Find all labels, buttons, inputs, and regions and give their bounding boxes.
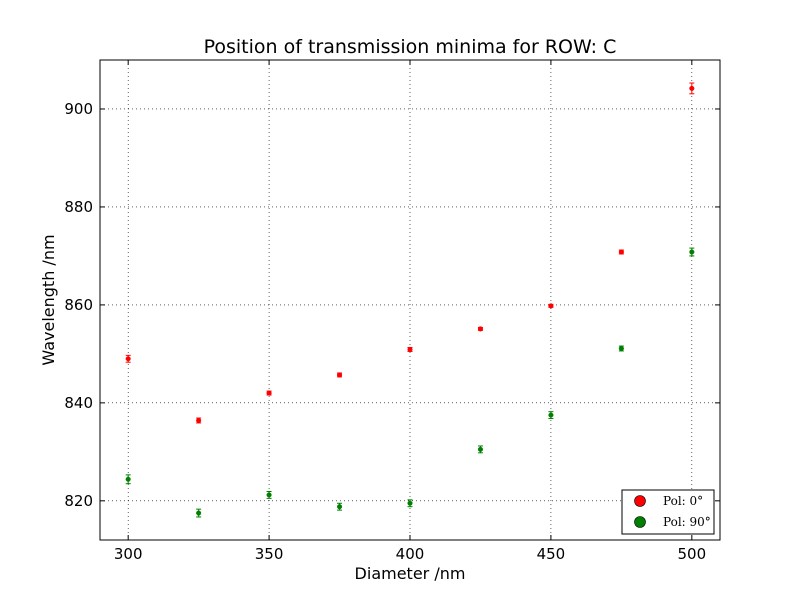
data-point-series-0 [689, 85, 695, 91]
data-point-series-1 [336, 504, 343, 510]
data-point-series-1 [125, 476, 131, 482]
data-point-series-1 [477, 446, 484, 452]
data-point-series-0 [336, 372, 343, 378]
y-tick-label: 840 [64, 394, 93, 412]
data-point-series-1 [407, 500, 413, 506]
x-tick-label: 300 [114, 545, 143, 563]
legend-label-pol-90: Pol: 90° [663, 515, 711, 529]
x-axis-label: Diameter /nm [355, 564, 466, 583]
data-point-series-1 [548, 412, 554, 418]
data-point-series-1 [618, 345, 624, 352]
chart-title: Position of transmission minima for ROW:… [204, 36, 617, 58]
data-point-series-0 [477, 326, 484, 332]
data-point-series-0 [548, 303, 554, 309]
y-tick-label: 900 [64, 100, 93, 118]
data-point-series-0 [407, 346, 413, 353]
x-tick-label: 400 [396, 545, 425, 563]
x-tick-label: 500 [677, 545, 706, 563]
data-point-series-0 [196, 417, 202, 424]
legend: Pol: 0° Pol: 90° [621, 489, 715, 535]
x-tick-label: 450 [537, 545, 566, 563]
data-point-series-0 [266, 390, 272, 396]
legend-entry-pol-90: Pol: 90° [634, 515, 711, 529]
legend-label-pol-0: Pol: 0° [663, 494, 703, 508]
legend-marker-pol-90 [634, 516, 646, 528]
y-tick-label: 860 [64, 296, 93, 314]
y-axis-label: Wavelength /nm [39, 234, 58, 365]
grid [100, 60, 720, 540]
legend-entry-pol-0: Pol: 0° [634, 494, 703, 508]
data-point-series-1 [689, 249, 695, 255]
legend-marker-pol-0 [634, 495, 646, 507]
data-points [125, 85, 695, 516]
axis-ticks: 300 350 400 450 500 820 840 860 880 900 [64, 60, 720, 563]
data-point-series-1 [266, 492, 272, 498]
data-point-series-0 [125, 356, 131, 362]
x-tick-label: 350 [255, 545, 284, 563]
data-point-series-1 [196, 510, 202, 516]
data-point-series-0 [618, 249, 624, 255]
y-tick-label: 820 [64, 492, 93, 510]
y-tick-label: 880 [64, 198, 93, 216]
